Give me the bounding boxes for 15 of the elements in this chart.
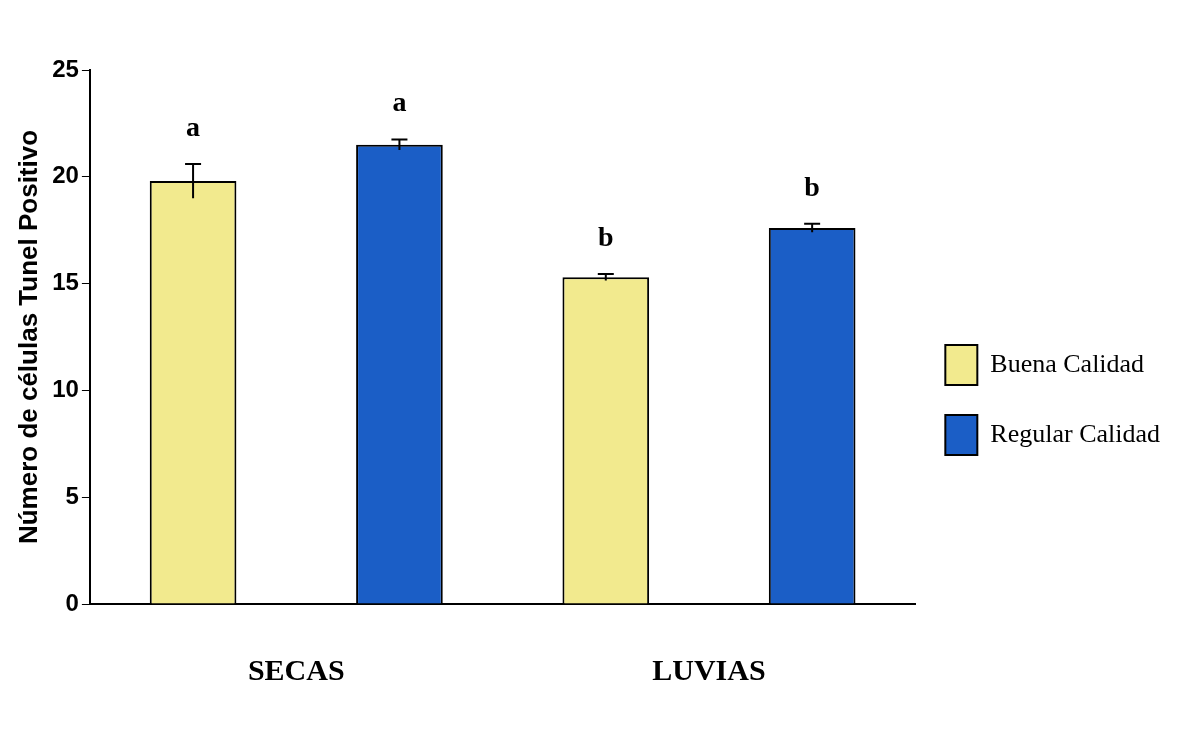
y-tick-label: 15	[52, 268, 79, 296]
annotation: b	[804, 170, 820, 202]
y-tick-label: 5	[65, 481, 79, 509]
annotation: b	[598, 220, 614, 252]
x-tick-label: SECAS	[247, 652, 345, 686]
y-tick-label: 0	[65, 588, 79, 616]
legend-label: Buena Calidad	[990, 348, 1145, 378]
y-tick-label: 20	[52, 161, 79, 189]
annotation: a	[392, 86, 407, 118]
x-tick-label: LUVIAS	[652, 652, 766, 686]
legend-label: Regular Calidad	[990, 418, 1161, 448]
annotation: a	[186, 110, 201, 142]
y-tick-label: 25	[52, 54, 79, 82]
y-axis-title: Número de células Tunel Positivo	[12, 129, 43, 545]
y-tick-label: 10	[52, 375, 79, 403]
